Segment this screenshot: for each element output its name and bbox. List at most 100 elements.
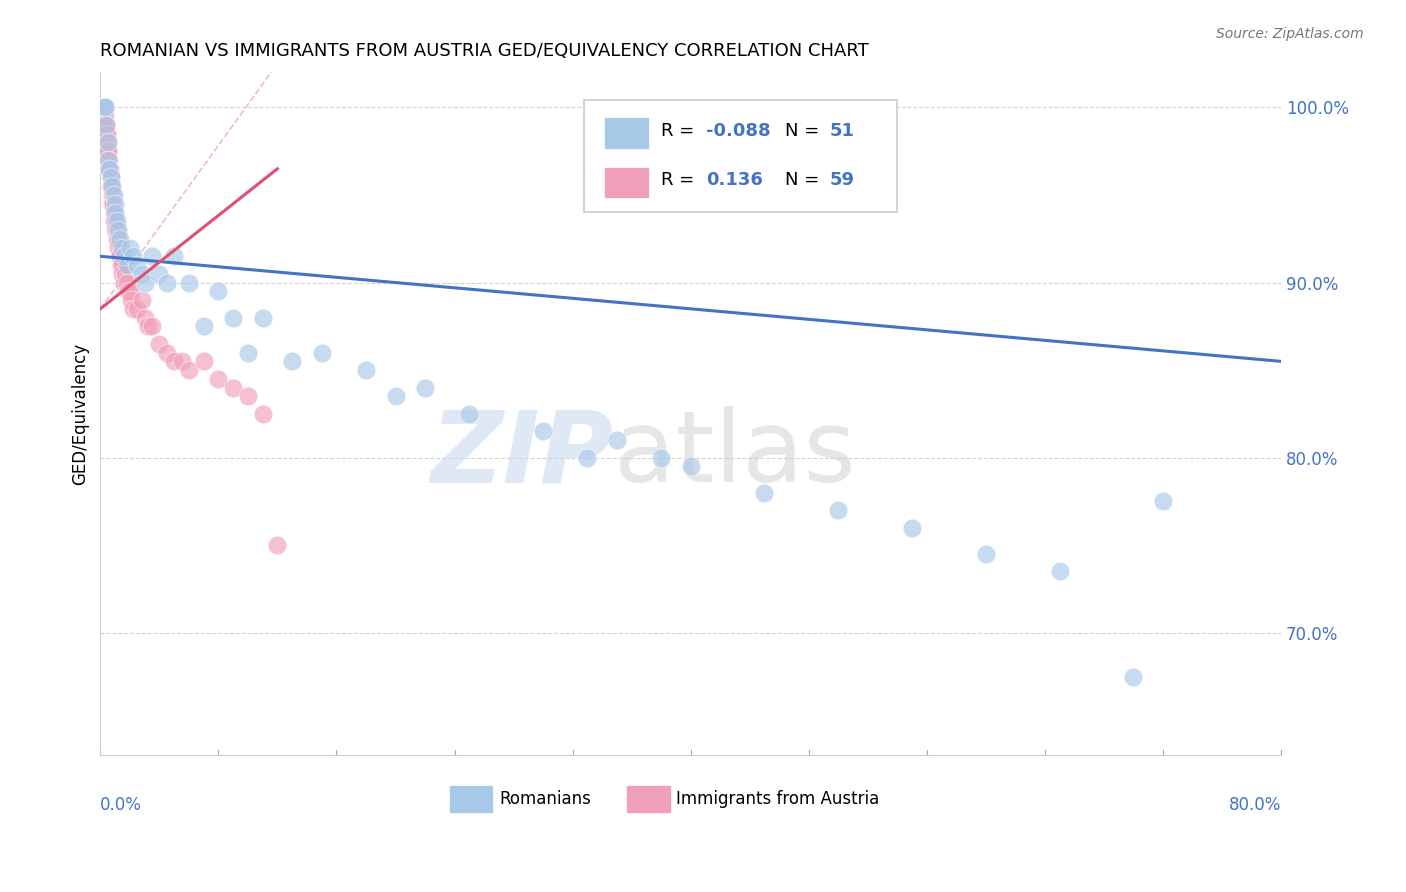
Point [131, 293, 153, 307]
Point [108, 232, 131, 246]
Point [141, 249, 163, 263]
Point [91, 100, 114, 114]
Point [679, 459, 702, 474]
Text: N =: N = [785, 121, 825, 140]
Text: 80.0%: 80.0% [1229, 797, 1281, 814]
Point [105, 232, 128, 246]
Point [901, 521, 924, 535]
Point [94, 100, 117, 114]
Point [974, 547, 997, 561]
Bar [626, 785, 671, 814]
Point [105, 214, 128, 228]
Point [177, 363, 200, 377]
Point [98, 161, 121, 176]
Point [94, 118, 117, 132]
Point [148, 267, 170, 281]
Point [112, 276, 135, 290]
Point [111, 267, 134, 281]
Point [163, 249, 186, 263]
Point [127, 258, 149, 272]
Point [311, 345, 333, 359]
Text: 0.0%: 0.0% [100, 797, 142, 814]
Text: ROMANIAN VS IMMIGRANTS FROM AUSTRIA GED/EQUIVALENCY CORRELATION CHART: ROMANIAN VS IMMIGRANTS FROM AUSTRIA GED/… [100, 42, 869, 60]
Point [94, 100, 117, 114]
FancyBboxPatch shape [585, 100, 897, 212]
Point [156, 345, 179, 359]
Text: ZIP: ZIP [430, 407, 614, 503]
Point [131, 267, 153, 281]
Text: -0.088: -0.088 [706, 121, 770, 140]
Point [120, 293, 142, 307]
Point [98, 161, 121, 176]
Text: R =: R = [661, 121, 700, 140]
Point [141, 319, 163, 334]
Point [127, 301, 149, 316]
Point [207, 372, 229, 386]
Y-axis label: GED/Equivalency: GED/Equivalency [72, 343, 89, 485]
Point [115, 276, 138, 290]
Point [266, 538, 288, 552]
Point [97, 136, 120, 150]
Point [531, 425, 554, 439]
Point [104, 223, 127, 237]
Point [118, 241, 141, 255]
Point [252, 407, 274, 421]
Point [170, 354, 193, 368]
Point [97, 145, 120, 159]
Point [177, 276, 200, 290]
Point [100, 170, 122, 185]
Point [112, 249, 135, 263]
Point [1049, 565, 1071, 579]
Point [281, 354, 304, 368]
Point [114, 267, 136, 281]
Bar [449, 785, 494, 814]
Point [97, 145, 120, 159]
Point [121, 301, 143, 316]
Point [105, 223, 128, 237]
Point [108, 249, 131, 263]
Point [222, 310, 245, 325]
Point [1122, 669, 1144, 683]
Point [107, 241, 129, 255]
Point [118, 285, 141, 299]
Point [606, 433, 628, 447]
Point [576, 450, 599, 465]
Text: 51: 51 [830, 121, 855, 140]
Point [90, 100, 112, 114]
Bar [605, 117, 650, 149]
Point [96, 127, 118, 141]
Point [98, 153, 121, 167]
Point [101, 196, 124, 211]
Point [100, 179, 122, 194]
Point [91, 100, 114, 114]
Point [111, 258, 134, 272]
Point [193, 319, 215, 334]
Point [136, 319, 159, 334]
Point [115, 258, 138, 272]
Text: R =: R = [661, 171, 700, 189]
Point [103, 188, 125, 202]
Point [91, 100, 114, 114]
Point [163, 354, 186, 368]
Point [108, 249, 131, 263]
Point [101, 179, 124, 194]
Point [107, 223, 129, 237]
Point [156, 276, 179, 290]
Point [101, 188, 124, 202]
Point [97, 136, 120, 150]
Point [107, 232, 129, 246]
Text: Source: ZipAtlas.com: Source: ZipAtlas.com [1216, 27, 1364, 41]
Text: N =: N = [785, 171, 825, 189]
Point [134, 276, 156, 290]
Point [121, 249, 143, 263]
Point [104, 196, 127, 211]
Point [134, 310, 156, 325]
Point [384, 389, 406, 403]
Point [458, 407, 481, 421]
Point [252, 310, 274, 325]
Point [97, 153, 120, 167]
Text: 0.136: 0.136 [706, 171, 763, 189]
Point [193, 354, 215, 368]
Point [236, 345, 259, 359]
Point [110, 258, 132, 272]
